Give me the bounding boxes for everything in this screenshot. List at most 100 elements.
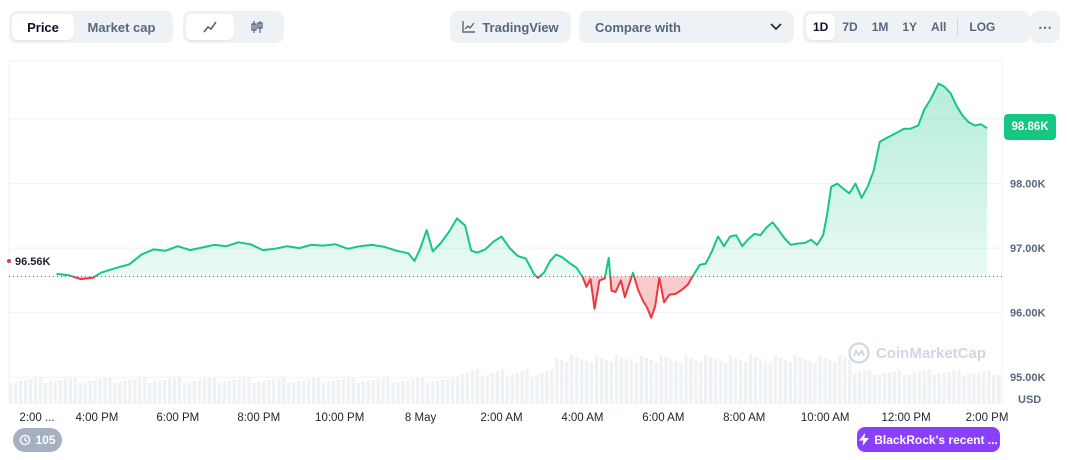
volume-bar [143,377,147,403]
coinmarketcap-logo-icon [848,342,870,364]
volume-bar [937,374,941,403]
range-1d[interactable]: 1D [806,14,836,40]
volume-bar [460,375,465,403]
volume-bar [917,372,921,403]
volume-bar [18,381,23,403]
y-tick-label: 96.00K [1010,308,1046,320]
tab-price[interactable]: Price [12,14,74,40]
volume-bar [773,356,778,403]
log-toggle[interactable]: LOG [969,20,996,34]
volume-bar [530,377,534,403]
volume-bar [594,356,599,403]
lightning-icon [859,433,870,446]
volume-bar [589,363,594,403]
volume-bar [28,379,33,403]
x-tick-label: 2:00 ... [19,412,54,424]
volume-bar [292,382,296,403]
volume-bar [565,362,569,403]
more-button[interactable]: ⋯ [1030,11,1060,43]
volume-bar [455,377,460,403]
x-tick-label: 10:00 AM [801,412,850,424]
volume-bar [738,360,743,403]
candlestick-button[interactable] [234,14,282,40]
coinmarketcap-watermark: CoinMarketCap [848,342,986,364]
volume-bar [48,382,53,403]
volume-bar [957,370,961,403]
volume-bar [967,374,971,403]
chart-line-icon [462,21,476,33]
volume-bar [858,372,862,403]
volume-bar [579,359,584,403]
volume-bar [202,379,207,403]
volume-bar [301,380,306,403]
volume-bar [972,373,976,403]
volume-bar [907,374,912,403]
volume-bar [848,359,852,403]
x-tick-label: 8 May [405,412,437,424]
chevron-down-icon [770,23,782,31]
volume-bar [862,371,867,403]
tab-market-cap[interactable]: Market cap [87,19,156,35]
volume-bar [366,381,370,403]
volume-bar [659,355,663,403]
volume-bar [148,383,152,403]
x-tick-label: 4:00 AM [561,412,603,424]
volume-bar [912,373,917,403]
x-tick-label: 10:00 PM [315,412,364,424]
volume-bar [813,363,817,403]
volume-bar [684,356,688,403]
volume-bar [68,378,72,403]
volume-bar [237,379,241,403]
area-up [56,83,987,277]
volume-bar [475,369,480,403]
volume-bar [599,358,604,403]
line-chart-button[interactable] [186,14,234,40]
volume-bar [401,381,405,403]
volume-bar [157,381,162,403]
volume-bar [326,382,331,403]
volume-bar [386,377,390,403]
volume-bar [535,375,539,403]
volume-bar [138,378,142,403]
volume-bar [992,375,996,403]
volume-bar [406,380,410,403]
volume-bar [108,377,112,403]
history-badge[interactable]: 105 [13,428,62,452]
x-tick-label: 6:00 PM [156,412,199,424]
x-tick-label: 12:00 PM [881,412,930,424]
tradingview-button[interactable]: TradingView [450,11,571,43]
news-pill[interactable]: BlackRock's recent ... [857,427,1000,452]
volume-bar [922,371,926,403]
volume-bar [376,379,380,403]
volume-bar [371,380,375,403]
volume-bar [763,361,768,403]
range-1y[interactable]: 1Y [902,20,918,34]
volume-bar [828,360,832,403]
volume-bar [192,381,197,403]
volume-bar [381,378,385,403]
volume-bar [644,358,648,403]
volume-bars [9,355,1001,403]
volume-bar [391,383,395,403]
volume-bar [733,358,738,403]
volume-bar [803,359,807,403]
volume-bar [629,361,634,403]
volume-bar [83,382,87,403]
range-1m[interactable]: 1M [871,20,889,34]
volume-bar [570,355,574,403]
volume-bar [78,383,82,403]
volume-bar [694,360,698,403]
line-chart-icon [203,21,217,33]
baseline-marker: 96.56K [7,256,51,268]
range-all[interactable]: All [931,20,947,34]
volume-bar [396,382,400,403]
volume-bar [555,358,559,403]
volume-bar [361,382,365,403]
volume-bar [689,358,693,403]
last-price-tag: 98.86K [1004,114,1056,140]
compare-select[interactable]: Compare with [579,11,794,43]
volume-bar [982,371,986,403]
range-7d[interactable]: 7D [842,20,858,34]
volume-bar [227,381,231,403]
